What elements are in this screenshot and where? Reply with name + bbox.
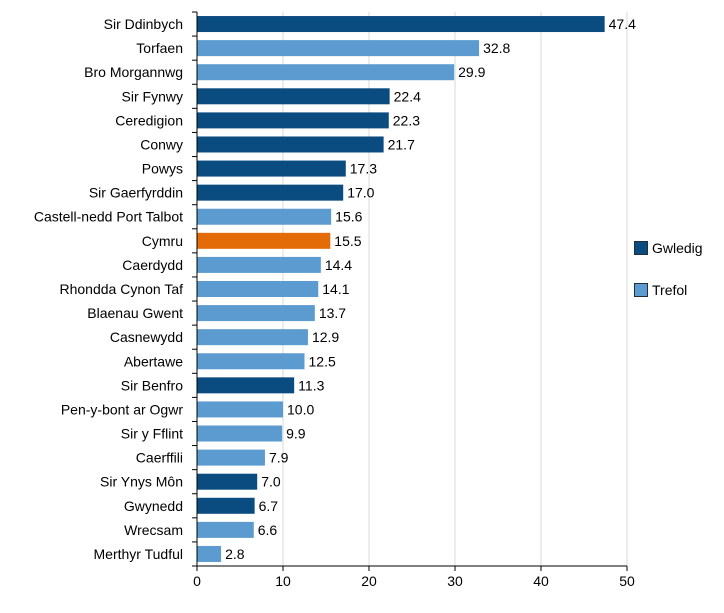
legend-swatch-trefol (634, 283, 648, 297)
category-label: Conwy (140, 136, 183, 152)
category-label: Sir y Fflint (121, 426, 183, 442)
legend-item-gwledig: Gwledig (634, 238, 703, 258)
value-label: 47.4 (609, 16, 636, 32)
x-tick-label: 10 (275, 573, 291, 589)
value-label: 17.0 (347, 185, 374, 201)
value-label: 11.3 (298, 377, 324, 393)
bar (197, 256, 321, 273)
category-label: Blaenau Gwent (87, 305, 183, 321)
value-label: 32.8 (483, 40, 510, 56)
category-label: Gwynedd (124, 498, 183, 514)
bar (197, 16, 605, 33)
value-label: 15.5 (334, 233, 361, 249)
x-tick-label: 0 (193, 573, 201, 589)
bar (197, 136, 384, 153)
bar (197, 329, 308, 346)
category-label: Merthyr Tudful (94, 546, 183, 562)
category-label: Torfaen (136, 40, 183, 56)
category-label: Ceredigion (115, 112, 183, 128)
value-label: 14.1 (322, 281, 349, 297)
bar (197, 497, 255, 514)
value-label: 6.7 (259, 498, 279, 514)
bar (197, 184, 344, 201)
value-label: 7.0 (261, 474, 281, 490)
value-label: 13.7 (319, 305, 346, 321)
bar (197, 64, 455, 81)
value-label: 2.8 (225, 546, 245, 562)
category-label: Caerffili (136, 450, 183, 466)
value-label: 29.9 (458, 64, 485, 80)
legend-item-trefol: Trefol (634, 280, 703, 300)
bar (197, 353, 305, 370)
bar (197, 208, 332, 225)
category-label: Sir Ynys Môn (100, 474, 183, 490)
x-tick-label: 40 (533, 573, 549, 589)
legend-label-gwledig: Gwledig (652, 240, 703, 256)
value-label: 9.9 (286, 426, 306, 442)
value-label: 10.0 (287, 401, 314, 417)
bar (197, 160, 346, 177)
category-label: Bro Morgannwg (84, 64, 183, 80)
bar (197, 232, 331, 249)
value-label: 14.4 (325, 257, 352, 273)
category-label: Castell-nedd Port Talbot (34, 209, 183, 225)
value-label: 7.9 (269, 450, 289, 466)
value-label: 22.3 (393, 112, 420, 128)
category-label: Sir Gaerfyrddin (89, 185, 183, 201)
category-label: Cymru (142, 233, 183, 249)
bar (197, 112, 389, 129)
category-label: Caerdydd (122, 257, 183, 273)
bar (197, 449, 265, 466)
legend-swatch-gwledig (634, 241, 648, 255)
value-label: 22.4 (394, 88, 421, 104)
bar (197, 377, 295, 394)
category-label: Casnewydd (110, 329, 183, 345)
category-label: Powys (142, 161, 183, 177)
category-label: Pen-y-bont ar Ogwr (61, 401, 183, 417)
value-label: 12.9 (312, 329, 339, 345)
bar (197, 521, 254, 538)
category-label: Wrecsam (124, 522, 183, 538)
x-tick-label: 50 (619, 573, 635, 589)
bar (197, 305, 315, 322)
value-label: 17.3 (350, 161, 377, 177)
bar (197, 88, 390, 105)
bar (197, 425, 283, 442)
category-label: Rhondda Cynon Taf (60, 281, 184, 297)
legend: Gwledig Trefol (634, 238, 703, 322)
bar (197, 401, 283, 418)
value-label: 15.6 (335, 209, 362, 225)
bar (197, 473, 258, 490)
category-label: Sir Fynwy (122, 88, 183, 104)
bar (197, 40, 480, 57)
value-label: 6.6 (258, 522, 278, 538)
bar (197, 545, 222, 562)
bar (197, 281, 319, 297)
category-label: Sir Benfro (121, 377, 183, 393)
value-label: 12.5 (309, 353, 336, 369)
legend-label-trefol: Trefol (652, 282, 688, 298)
category-label: Sir Ddinbych (104, 16, 183, 32)
value-label: 21.7 (388, 136, 415, 152)
category-label: Abertawe (124, 353, 183, 369)
x-tick-label: 20 (361, 573, 377, 589)
x-tick-label: 30 (447, 573, 463, 589)
